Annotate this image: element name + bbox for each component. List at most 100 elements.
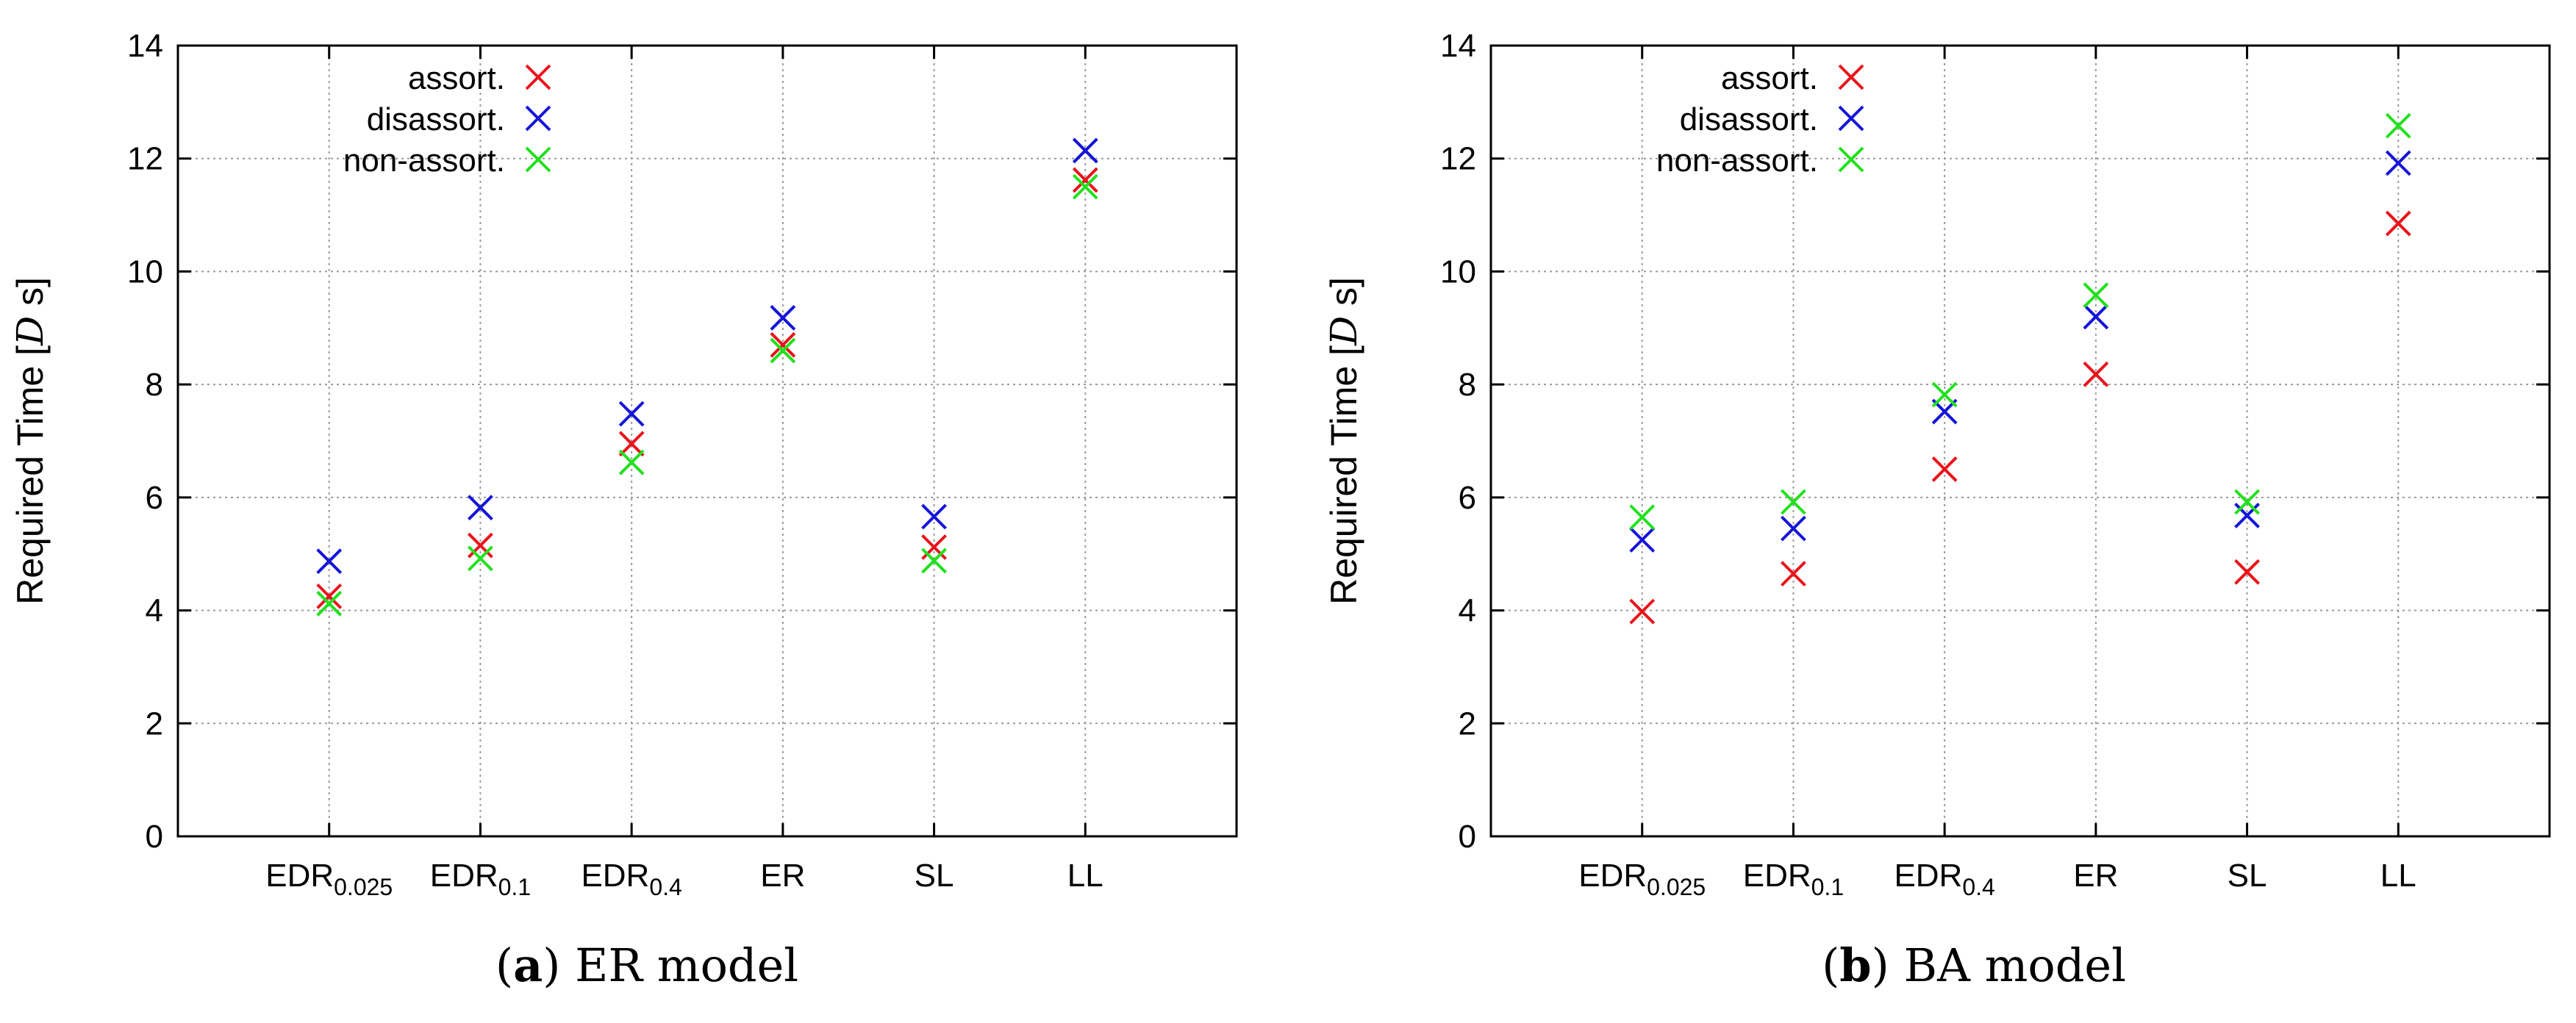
x-tick-label-base: EDR — [1894, 858, 1962, 894]
data-point — [921, 503, 947, 530]
x-tick-label-base: SL — [2228, 858, 2267, 894]
x-tick-label: LL — [1067, 858, 1103, 894]
y-tick-label: 12 — [127, 141, 163, 177]
data-point — [1629, 527, 1656, 553]
y-axis-label-variable: D — [1323, 316, 1365, 346]
data-point — [1931, 381, 1958, 408]
caption-letter-bold: a — [513, 938, 543, 992]
series-disassort — [1629, 150, 2411, 553]
x-tick-label-base: EDR — [581, 858, 649, 894]
legend-label: disassort. — [1680, 101, 1818, 137]
data-point — [618, 449, 645, 475]
legend-marker — [1838, 105, 1864, 132]
x-tick-label: EDR0.1 — [1743, 858, 1844, 900]
y-tick-label: 2 — [1459, 706, 1476, 742]
x-tick-label-subscript: 0.4 — [649, 874, 681, 900]
caption-letter: ( — [1822, 938, 1839, 992]
y-tick-label: 4 — [146, 593, 163, 629]
caption-text: ER model — [575, 938, 798, 992]
data-point — [2083, 304, 2109, 330]
y-tick-label: 14 — [1440, 28, 1476, 64]
data-point — [921, 534, 947, 560]
data-point — [2234, 503, 2260, 528]
caption-letter-close: ) — [543, 938, 575, 992]
caption-letter: ( — [495, 938, 513, 992]
x-tick-label: SL — [915, 858, 954, 894]
x-tick-label-base: EDR — [1743, 858, 1811, 894]
panel-caption: (a) ER model — [495, 938, 798, 992]
x-tick-label-base: LL — [1067, 858, 1103, 894]
series-non-assort — [316, 173, 1098, 617]
x-tick-label-subscript: 0.025 — [334, 874, 393, 900]
caption-letter-bold: b — [1839, 938, 1871, 992]
gridlines — [178, 46, 1237, 836]
x-tick-label: EDR0.025 — [1578, 858, 1706, 900]
x-tick-label-base: ER — [760, 858, 805, 894]
gridlines — [1491, 46, 2550, 836]
legend-label: non-assort. — [1656, 143, 1818, 179]
y-tick-label: 0 — [1459, 819, 1476, 855]
x-tick-label: EDR0.4 — [581, 858, 681, 900]
y-axis-label-unit: s] — [1323, 277, 1364, 316]
data-point — [618, 431, 645, 457]
data-point — [618, 401, 645, 427]
legend-marker — [525, 146, 551, 173]
data-point — [2385, 150, 2411, 176]
legend: assort. disassort. non-assort. — [343, 60, 551, 179]
data-point — [1781, 489, 1806, 515]
data-point — [921, 548, 947, 574]
plot-frame — [1489, 44, 2551, 838]
data-point — [2234, 489, 2260, 515]
x-tick-label-base: SL — [915, 858, 954, 894]
plot-frame — [176, 44, 1238, 838]
legend-label: non-assort. — [343, 143, 505, 179]
legend-marker — [1838, 64, 1864, 90]
y-tick-label: 14 — [127, 28, 163, 64]
x-tick-label: ER — [760, 858, 805, 894]
data-point — [1781, 561, 1806, 587]
legend-marker — [1838, 146, 1864, 173]
y-axis-label-main: Required Time [ — [1323, 345, 1364, 605]
data-point — [316, 590, 343, 617]
series-assort — [316, 167, 1098, 609]
data-point — [2234, 559, 2260, 585]
data-point — [1931, 456, 1958, 482]
data-point — [1072, 137, 1098, 164]
caption-text: BA model — [1904, 938, 2126, 992]
data-point — [468, 532, 493, 559]
x-tick-label: EDR0.1 — [430, 858, 531, 900]
legend-label: disassort. — [367, 101, 505, 137]
x-tick-label: EDR0.4 — [1894, 858, 1994, 900]
x-tick-label: LL — [2380, 858, 2416, 894]
y-axis-label: Required Time [D s] — [9, 277, 51, 605]
y-axis-label-unit: s] — [10, 277, 51, 316]
data-point — [2385, 112, 2411, 139]
data-point — [770, 305, 796, 331]
data-point — [1629, 598, 1656, 625]
x-tick-label: SL — [2228, 858, 2267, 894]
y-axis-label-variable: D — [9, 316, 51, 346]
y-tick-label: 10 — [127, 254, 163, 290]
x-tick-label-base: EDR — [265, 858, 334, 894]
data-point — [2385, 210, 2411, 237]
x-tick-label-subscript: 0.025 — [1647, 874, 1706, 900]
data-point — [2083, 361, 2109, 387]
x-tick-label-base: EDR — [430, 858, 498, 894]
legend-marker — [525, 105, 551, 132]
y-tick-label: 8 — [146, 367, 163, 403]
legend-label: assort. — [1721, 60, 1818, 96]
data-point — [770, 337, 796, 364]
data-point — [468, 495, 493, 521]
y-tick-label: 8 — [1459, 367, 1476, 403]
y-tick-label: 12 — [1440, 141, 1476, 177]
x-tick-label: EDR0.025 — [265, 858, 393, 900]
data-point — [316, 583, 343, 609]
data-point — [468, 545, 493, 572]
x-tick-label-base: EDR — [1578, 858, 1647, 894]
legend: assort. disassort. non-assort. — [1656, 60, 1864, 179]
y-tick-label: 4 — [1459, 593, 1476, 629]
y-tick-label: 6 — [146, 480, 163, 516]
